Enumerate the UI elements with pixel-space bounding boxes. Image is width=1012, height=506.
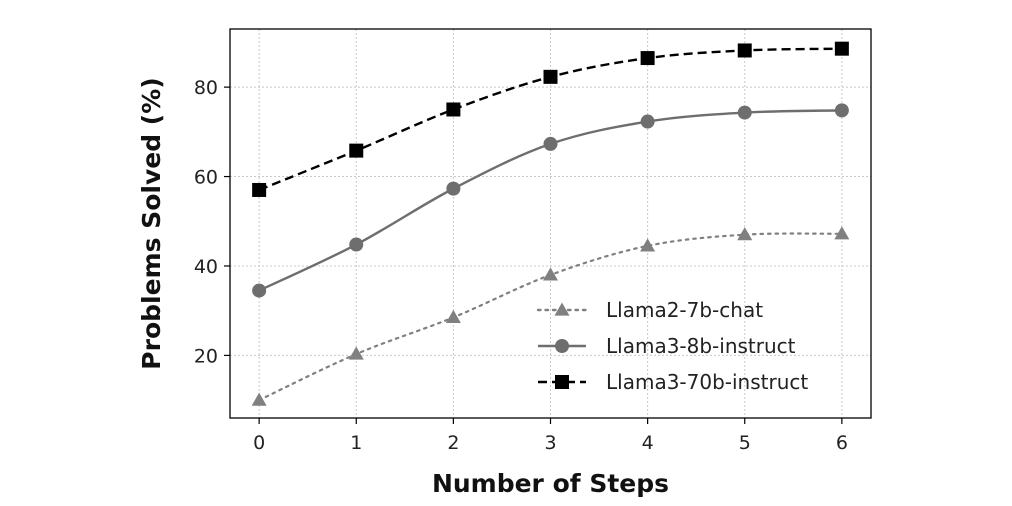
data-point-triangle	[543, 267, 558, 281]
y-tick-label: 80	[194, 77, 218, 99]
x-tick-label: 6	[836, 432, 848, 454]
y-axis-title: Problems Solved (%)	[137, 77, 166, 369]
x-tick-label: 5	[739, 432, 751, 454]
data-point-triangle	[737, 227, 753, 241]
y-tick-label: 40	[194, 256, 218, 278]
series-markers	[251, 41, 850, 406]
data-point-triangle	[348, 346, 364, 360]
data-point-triangle	[251, 392, 267, 406]
data-point-square	[737, 43, 752, 58]
data-point-circle	[446, 181, 461, 196]
data-point-square	[446, 102, 461, 117]
legend-marker-circle	[555, 339, 569, 353]
data-point-triangle	[445, 309, 461, 324]
x-tick-label: 0	[253, 432, 265, 454]
axis-ticks: 0 1 2 3 4 5 6 20 40 60 80	[194, 77, 848, 454]
legend-entry-label: Llama2-7b-chat	[606, 298, 763, 322]
data-point-circle	[640, 114, 655, 129]
data-point-square	[349, 143, 364, 158]
data-point-circle	[543, 136, 558, 151]
data-point-square	[640, 51, 655, 66]
data-point-square	[543, 69, 558, 84]
x-axis-title: Number of Steps	[432, 469, 669, 498]
legend-entry-label: Llama3-8b-instruct	[606, 334, 796, 358]
x-tick-label: 1	[350, 432, 362, 454]
data-point-triangle	[834, 226, 850, 240]
grid	[230, 29, 871, 418]
legend-marker-triangle	[554, 302, 570, 316]
data-point-triangle	[640, 238, 656, 252]
data-point-circle	[252, 283, 267, 298]
x-tick-label: 3	[544, 432, 556, 454]
data-point-circle	[349, 237, 364, 252]
data-point-square	[252, 182, 267, 197]
legend: Llama2-7b-chat Llama3-8b-instruct Llama3-7…	[536, 298, 808, 394]
y-tick-label: 60	[194, 167, 218, 189]
legend-marker-square	[555, 375, 569, 389]
y-tick-label: 20	[194, 345, 218, 367]
data-point-circle	[834, 103, 849, 118]
data-point-circle	[737, 105, 752, 120]
data-point-square	[834, 41, 849, 56]
x-tick-label: 4	[642, 432, 654, 454]
legend-entry-label: Llama3-70b-instruct	[606, 370, 808, 394]
x-tick-label: 2	[447, 432, 459, 454]
